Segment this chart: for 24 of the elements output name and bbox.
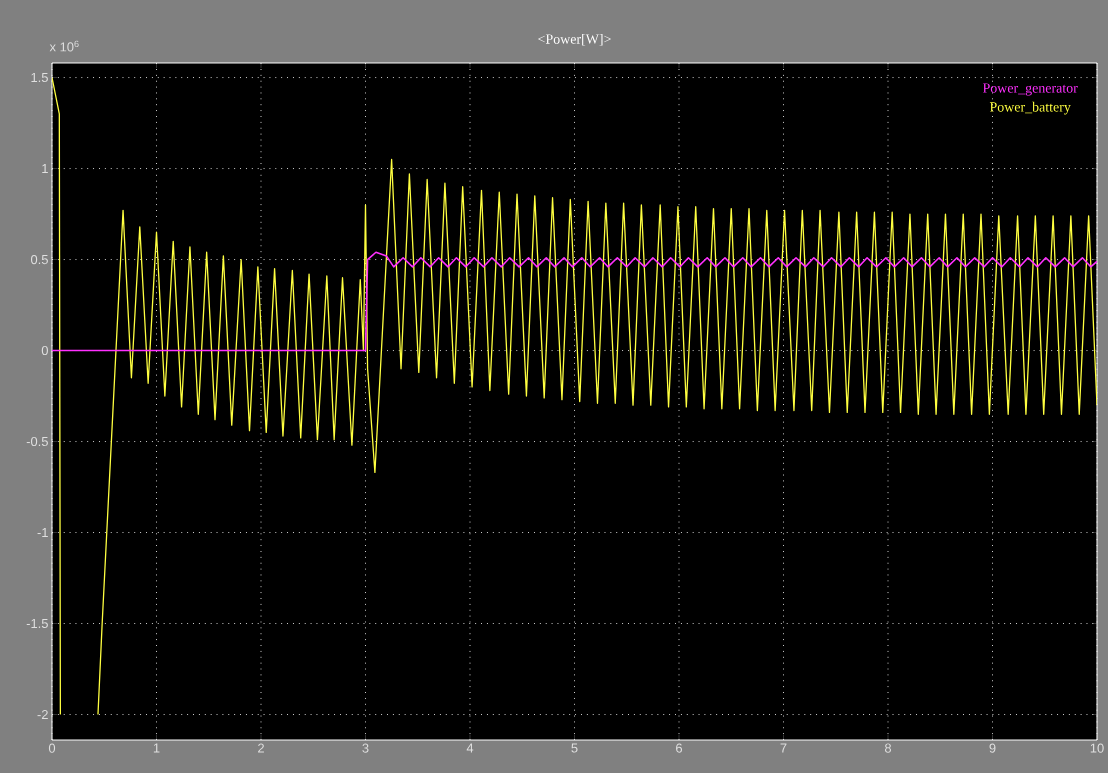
y-tick-label: -2 [37, 710, 48, 720]
text: Power_generator [982, 83, 1078, 96]
text: x 10$^{6}$ [49, 40, 79, 52]
y-tick-label: -0.5 [26, 436, 48, 447]
x-tick-label: 9 [989, 743, 996, 753]
x-tick-label: 10 [1090, 743, 1104, 753]
chart-title: <Power[W]> [538, 33, 611, 46]
x-tick-label: 1 [153, 743, 160, 753]
y-tick-label: 1 [42, 164, 48, 173]
line-series [52, 251, 1097, 352]
x-tick-label: 7 [780, 743, 787, 753]
x-tick-label: 4 [466, 743, 474, 753]
y-tick-label: -1 [37, 528, 48, 537]
x-tick-label: 2 [258, 743, 264, 753]
x-tick-label: 3 [362, 743, 369, 753]
y-tick-label: 1.5 [31, 73, 48, 83]
text: Power_battery [989, 101, 1071, 115]
x-tick-label: 6 [676, 743, 683, 753]
y-tick-label: 0 [41, 345, 48, 356]
x-tick-label: 8 [884, 743, 892, 753]
y-tick-label: 0.5 [30, 254, 48, 265]
x-tick-label: 0 [48, 743, 56, 753]
x-tick-label: 5 [571, 743, 578, 753]
y-tick-label: -1.5 [26, 619, 48, 629]
